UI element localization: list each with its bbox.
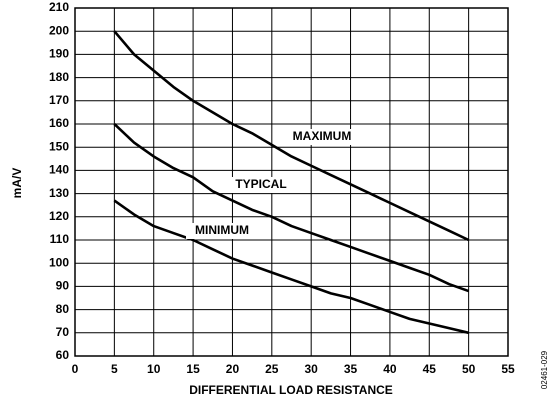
y-tick-label: 200 xyxy=(49,23,69,37)
line-series xyxy=(113,199,469,335)
x-tick-label: 5 xyxy=(111,362,118,376)
label-background xyxy=(286,129,358,145)
y-tick-label: 180 xyxy=(49,70,69,84)
y-tick-label: 80 xyxy=(56,302,70,316)
x-tick-label: 0 xyxy=(72,362,79,376)
y-tick-label: 100 xyxy=(49,255,69,269)
figure-code: 02461-029 xyxy=(540,350,549,389)
x-tick-label: 15 xyxy=(186,362,200,376)
x-tick-label: 35 xyxy=(344,362,358,376)
label-background xyxy=(186,223,258,239)
x-tick-label: 40 xyxy=(383,362,397,376)
y-tick-label: 210 xyxy=(49,0,69,14)
y-tick-label: 170 xyxy=(49,93,69,107)
y-tick-label: 190 xyxy=(49,47,69,61)
x-tick-label: 30 xyxy=(305,362,319,376)
line-series xyxy=(113,123,470,293)
y-tick-label: 140 xyxy=(49,163,69,177)
y-tick-label: 90 xyxy=(56,279,70,293)
x-tick-label: 50 xyxy=(462,362,476,376)
x-tick-label: 10 xyxy=(147,362,161,376)
x-axis-label: DIFFERENTIAL LOAD RESISTANCE xyxy=(189,383,393,397)
y-tick-label: 120 xyxy=(49,209,69,223)
line-series xyxy=(113,30,470,242)
y-tick-label: 160 xyxy=(49,116,69,130)
x-tick-label: 25 xyxy=(265,362,279,376)
y-tick-label: 150 xyxy=(49,139,69,153)
y-axis-label: mA/V xyxy=(10,168,24,199)
y-tick-label: 60 xyxy=(56,348,70,362)
plot-frame xyxy=(74,7,509,357)
series-label: TYPICAL xyxy=(235,177,286,191)
x-tick-label: 45 xyxy=(423,362,437,376)
y-tick-label: 110 xyxy=(50,232,70,246)
x-tick-label: 55 xyxy=(501,362,515,376)
label-background xyxy=(225,177,297,193)
series-label: MAXIMUM xyxy=(293,129,352,143)
series-label: MINIMUM xyxy=(195,223,249,237)
y-tick-label: 70 xyxy=(56,325,70,339)
y-tick-label: 130 xyxy=(49,186,69,200)
x-tick-label: 20 xyxy=(226,362,240,376)
